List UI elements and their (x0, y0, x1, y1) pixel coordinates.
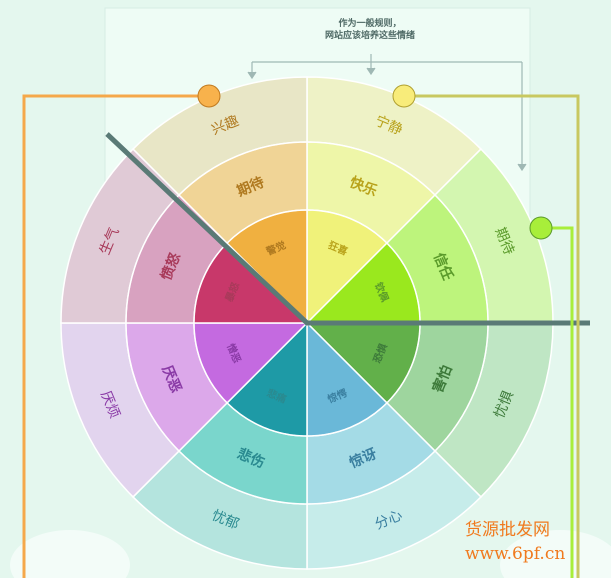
marker-orange (197, 84, 221, 108)
watermark-line-2: www.6pf.cn (465, 544, 566, 564)
cloud-right (500, 530, 611, 578)
divider-line (105, 132, 590, 326)
marker-green (529, 216, 553, 240)
watermark: 货源批发网 www.6pf.cn (465, 518, 565, 566)
note-line-1: 作为一般规则， (338, 19, 402, 29)
cloud-left (10, 530, 130, 578)
connector-orange (22, 94, 209, 578)
connector-olive (404, 94, 580, 578)
note-arrows (247, 54, 527, 172)
watermark-line-1: 货源批发网 (465, 520, 550, 540)
marker-yellow (392, 84, 416, 108)
note-text: 作为一般规则， 网站应该培养这些情绪 (270, 18, 470, 42)
note-line-2: 网站应该培养这些情绪 (324, 31, 415, 41)
